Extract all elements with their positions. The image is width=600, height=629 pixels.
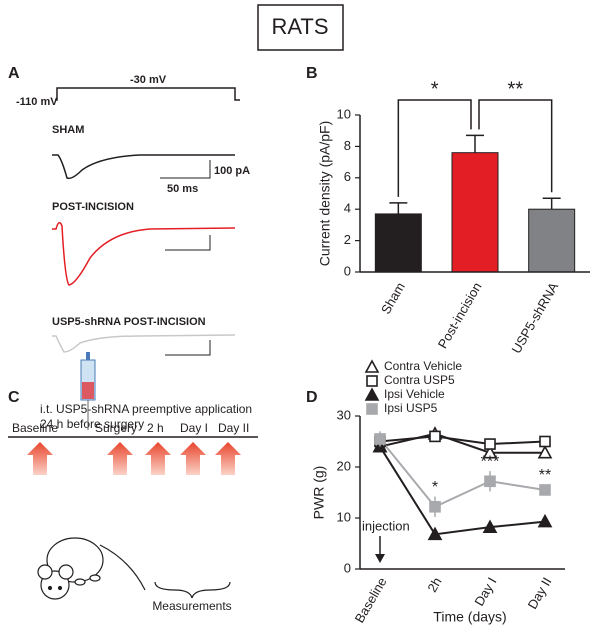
significance-label: *: [432, 479, 438, 496]
significance-label: **: [539, 467, 551, 484]
current-trace: [52, 221, 236, 286]
y-tick-label: 30: [337, 407, 351, 422]
y-tick-label: 0: [344, 263, 351, 278]
data-point: [429, 430, 441, 443]
timeline-arrows: [27, 442, 241, 475]
data-point: [427, 526, 443, 541]
significance-label: **: [508, 78, 524, 100]
series-line: [379, 432, 545, 454]
scale-bar: [160, 160, 211, 179]
mouse-icon: [37, 537, 146, 600]
annotation: injection: [362, 518, 410, 533]
timeline-label: Baseline: [12, 421, 58, 435]
panel-label: D: [306, 389, 318, 406]
scale-bar: [165, 235, 211, 251]
protocol-label: -110 mV: [16, 96, 58, 108]
figure-title: RATS: [271, 14, 328, 39]
title-box: [257, 4, 344, 51]
series-line: [379, 438, 546, 509]
legend-label: Ipsi USP5: [384, 401, 438, 415]
data-point: [539, 484, 551, 496]
annotation-arrowhead: [375, 554, 385, 563]
legend-marker: [366, 403, 378, 415]
data-point: [482, 445, 498, 459]
panel-label: B: [306, 65, 318, 82]
timeline-label: 2 h: [147, 421, 164, 435]
y-tick-label: 20: [337, 458, 351, 473]
panel-label: A: [8, 65, 20, 82]
syringe-icon: [80, 352, 96, 430]
x-tick-label: Day I: [471, 575, 499, 609]
legend-label: Ipsi Vehicle: [384, 387, 445, 401]
current-trace: [52, 154, 235, 180]
trace-label: SHAM: [52, 124, 84, 136]
series-line: [379, 435, 546, 446]
significance-bracket: [478, 99, 553, 193]
y-tick-label: 6: [344, 169, 351, 184]
data-point: [537, 445, 553, 459]
brace: [154, 581, 231, 599]
data-point: [537, 513, 553, 528]
bar: [451, 152, 499, 273]
data-point: [484, 475, 496, 488]
legend-label: Contra USP5: [384, 373, 455, 387]
trace-label: POST-INCISION: [52, 201, 134, 213]
trace-label: USP5-shRNA POST-INCISION: [52, 316, 206, 328]
scale-bar: [165, 340, 211, 356]
group-label: Measurements: [152, 599, 231, 613]
data-point: [539, 435, 551, 448]
series-line: [379, 446, 546, 536]
significance-bracket: [397, 99, 472, 197]
legend-marker: [364, 387, 380, 401]
bar: [528, 208, 576, 273]
x-tick-label: Sham: [378, 280, 408, 317]
voltage-protocol: [55, 87, 240, 101]
panel-label: C: [8, 389, 20, 406]
data-point: [484, 438, 496, 450]
data-point: [374, 433, 386, 445]
x-tick-label: Post-incision: [435, 280, 485, 351]
y-axis-label: Current density (pA/pF): [317, 121, 333, 267]
scale-label: 50 ms: [167, 183, 198, 195]
note: i.t. USP5-shRNA preemptive application: [40, 402, 252, 416]
x-tick-label: Day II: [525, 575, 555, 612]
x-tick-label: Baseline: [352, 575, 390, 626]
y-tick-label: 10: [337, 509, 351, 524]
y-tick-label: 4: [344, 201, 351, 216]
legend-label: Contra Vehicle: [384, 359, 462, 373]
x-axis-label: Time (days): [433, 609, 506, 625]
y-axis-label: PWR (g): [311, 466, 327, 520]
timeline-label: Day I: [180, 421, 208, 435]
protocol-label: -30 mV: [130, 74, 167, 86]
scale-label: 100 pA: [214, 165, 250, 177]
significance-label: *: [431, 78, 439, 100]
y-tick-label: 0: [344, 560, 351, 575]
timeline-label: Day II: [218, 421, 249, 435]
data-point: [429, 500, 441, 513]
timeline-label: Surgery: [95, 421, 137, 435]
y-tick-label: 8: [344, 138, 351, 153]
legend-marker: [366, 375, 378, 387]
note: 24 h before surgery: [40, 417, 144, 431]
x-tick-label: 2h: [424, 575, 444, 595]
legend-marker: [364, 359, 380, 373]
y-tick-label: 2: [344, 232, 351, 247]
y-tick-label: 10: [337, 106, 351, 121]
current-trace: [52, 334, 236, 353]
bar: [374, 213, 422, 273]
data-point: [482, 519, 498, 533]
significance-label: ***: [481, 453, 500, 470]
x-tick-label: USP5-shRNA: [509, 279, 562, 356]
